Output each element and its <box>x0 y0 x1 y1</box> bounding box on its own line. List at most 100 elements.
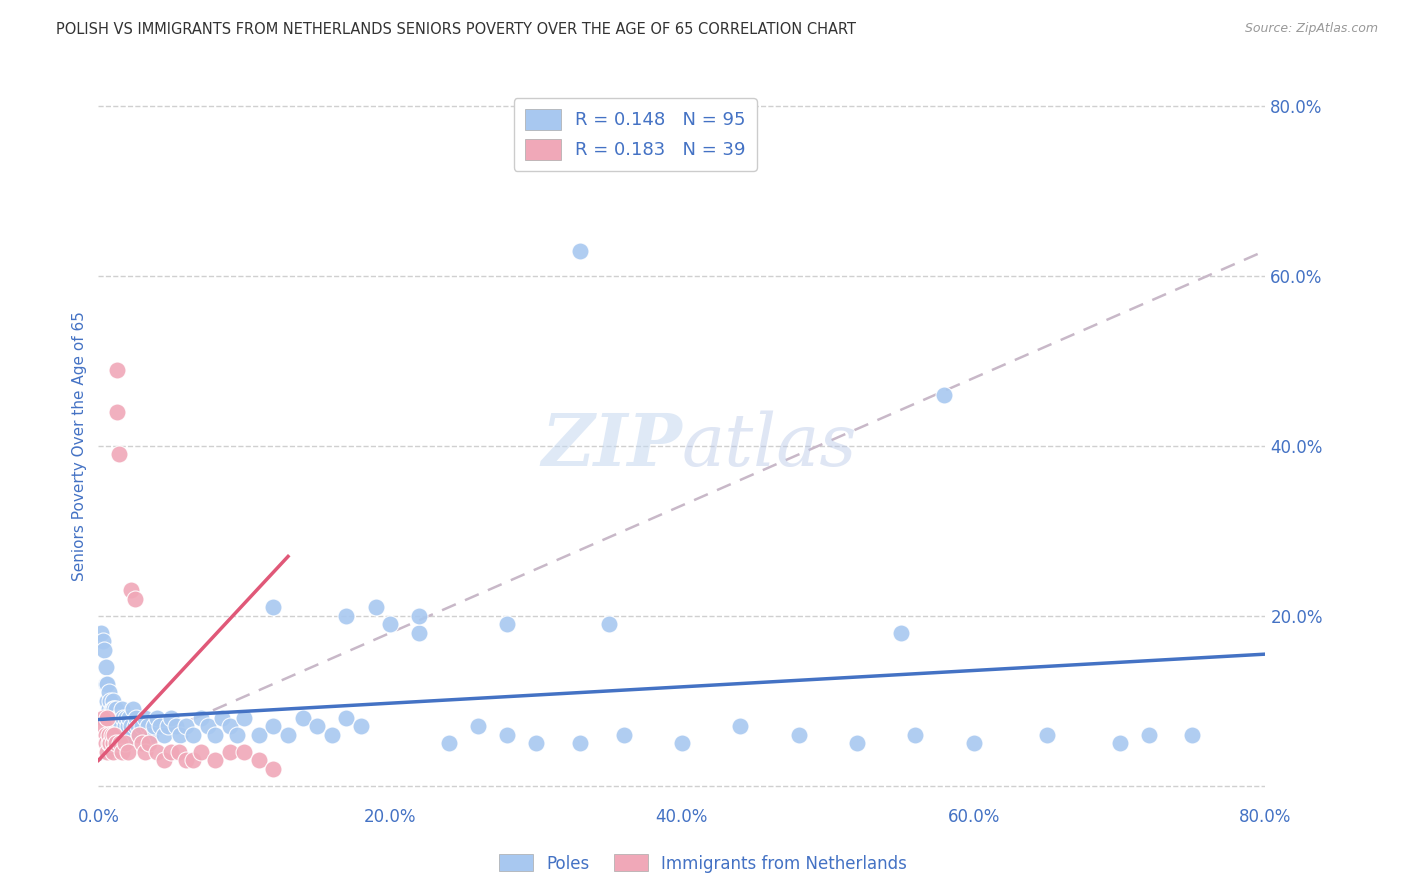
Point <box>146 745 169 759</box>
Point <box>136 719 159 733</box>
Point <box>138 736 160 750</box>
Point <box>204 753 226 767</box>
Point <box>598 617 620 632</box>
Point <box>568 244 591 258</box>
Point <box>226 728 249 742</box>
Point <box>467 719 489 733</box>
Point <box>165 719 187 733</box>
Legend: R = 0.148   N = 95, R = 0.183   N = 39: R = 0.148 N = 95, R = 0.183 N = 39 <box>513 98 756 170</box>
Point <box>101 736 124 750</box>
Point <box>111 702 134 716</box>
Point <box>160 711 183 725</box>
Point <box>167 745 190 759</box>
Point <box>94 728 117 742</box>
Point <box>934 388 956 402</box>
Point <box>114 736 136 750</box>
Point <box>169 728 191 742</box>
Point <box>524 736 547 750</box>
Point <box>350 719 373 733</box>
Point <box>568 736 591 750</box>
Point <box>103 728 125 742</box>
Point <box>105 719 128 733</box>
Point <box>146 711 169 725</box>
Point <box>277 728 299 742</box>
Point <box>122 702 145 716</box>
Point <box>218 745 240 759</box>
Point <box>93 643 115 657</box>
Point <box>262 762 284 776</box>
Point <box>962 736 984 750</box>
Point <box>139 728 162 742</box>
Point <box>108 728 131 742</box>
Point <box>110 719 132 733</box>
Point <box>100 711 122 725</box>
Point <box>96 694 118 708</box>
Point <box>104 736 127 750</box>
Point <box>730 719 752 733</box>
Point <box>105 711 128 725</box>
Point <box>364 600 387 615</box>
Point <box>101 702 124 716</box>
Point <box>335 608 357 623</box>
Point <box>97 728 120 742</box>
Point <box>108 448 131 462</box>
Point <box>98 736 121 750</box>
Point <box>131 736 153 750</box>
Point <box>846 736 869 750</box>
Point <box>181 753 204 767</box>
Point <box>96 745 118 759</box>
Point <box>121 728 143 742</box>
Point <box>262 719 284 733</box>
Point <box>153 753 176 767</box>
Point <box>262 600 284 615</box>
Point <box>120 583 142 598</box>
Point <box>134 745 156 759</box>
Point <box>1181 728 1204 742</box>
Point <box>124 591 146 606</box>
Point <box>97 685 120 699</box>
Point <box>115 711 138 725</box>
Point <box>190 745 212 759</box>
Point <box>335 711 357 725</box>
Point <box>100 702 122 716</box>
Point <box>125 711 148 725</box>
Point <box>104 711 127 725</box>
Point <box>131 719 153 733</box>
Point <box>104 702 127 716</box>
Point <box>98 694 121 708</box>
Point <box>787 728 810 742</box>
Point <box>307 719 329 733</box>
Point <box>153 728 176 742</box>
Point <box>321 728 343 742</box>
Point <box>124 719 146 733</box>
Point <box>117 719 139 733</box>
Point <box>496 617 519 632</box>
Point <box>105 405 128 419</box>
Point <box>218 719 240 733</box>
Point <box>291 711 314 725</box>
Point <box>197 719 219 733</box>
Point <box>160 745 183 759</box>
Point <box>128 728 150 742</box>
Point <box>174 753 197 767</box>
Point <box>408 626 430 640</box>
Point <box>120 719 142 733</box>
Point <box>437 736 460 750</box>
Point <box>93 719 115 733</box>
Point <box>233 711 256 725</box>
Point <box>100 728 122 742</box>
Point <box>211 711 233 725</box>
Point <box>157 719 180 733</box>
Point <box>112 711 135 725</box>
Point <box>190 711 212 725</box>
Y-axis label: Seniors Poverty Over the Age of 65: Seniors Poverty Over the Age of 65 <box>72 311 87 581</box>
Point <box>103 719 125 733</box>
Point <box>127 719 149 733</box>
Point <box>671 736 693 750</box>
Point <box>97 736 120 750</box>
Text: POLISH VS IMMIGRANTS FROM NETHERLANDS SENIORS POVERTY OVER THE AGE OF 65 CORRELA: POLISH VS IMMIGRANTS FROM NETHERLANDS SE… <box>56 22 856 37</box>
Point <box>94 736 117 750</box>
Point <box>108 711 131 725</box>
Point <box>1137 728 1160 742</box>
Point <box>105 362 128 376</box>
